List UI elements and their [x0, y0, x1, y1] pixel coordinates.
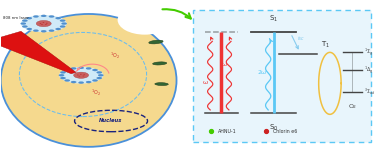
Text: S$_0$: S$_0$: [269, 122, 279, 133]
Ellipse shape: [79, 67, 84, 69]
Ellipse shape: [45, 24, 47, 25]
Text: $^1$O$_2$: $^1$O$_2$: [91, 88, 101, 98]
Text: Nucleus: Nucleus: [99, 118, 123, 124]
Text: $^1\Sigma_g$: $^1\Sigma_g$: [364, 46, 373, 58]
Text: $^3\Sigma_{ad}$: $^3\Sigma_{ad}$: [364, 87, 375, 97]
Text: Chlorin e6: Chlorin e6: [273, 129, 297, 134]
Ellipse shape: [59, 74, 64, 76]
Ellipse shape: [98, 74, 104, 76]
Ellipse shape: [71, 67, 76, 69]
Ellipse shape: [22, 20, 28, 22]
Text: $^1$O$_2$: $^1$O$_2$: [110, 51, 120, 61]
Ellipse shape: [65, 69, 70, 71]
Ellipse shape: [41, 24, 43, 25]
Ellipse shape: [92, 79, 98, 82]
Ellipse shape: [21, 15, 67, 32]
Ellipse shape: [86, 67, 91, 69]
Text: O$_2$: O$_2$: [348, 102, 357, 111]
FancyBboxPatch shape: [194, 10, 371, 142]
Text: isc: isc: [298, 36, 305, 41]
Text: ω: ω: [203, 80, 208, 84]
Ellipse shape: [62, 22, 67, 25]
Text: $^1\Delta_g$: $^1\Delta_g$: [364, 64, 373, 76]
Ellipse shape: [92, 69, 98, 71]
Ellipse shape: [153, 62, 167, 65]
Polygon shape: [0, 31, 76, 74]
Ellipse shape: [40, 23, 41, 24]
Ellipse shape: [49, 30, 54, 32]
Ellipse shape: [49, 15, 54, 18]
Ellipse shape: [97, 77, 102, 79]
Text: T$_1$: T$_1$: [321, 40, 330, 50]
Ellipse shape: [36, 20, 51, 27]
Ellipse shape: [84, 74, 85, 75]
Ellipse shape: [46, 23, 48, 24]
Ellipse shape: [74, 72, 88, 78]
Ellipse shape: [56, 28, 61, 30]
Ellipse shape: [130, 2, 178, 29]
Ellipse shape: [86, 81, 91, 83]
Ellipse shape: [60, 77, 66, 79]
Ellipse shape: [60, 25, 65, 28]
Ellipse shape: [149, 40, 163, 44]
Ellipse shape: [41, 30, 46, 32]
Ellipse shape: [155, 83, 168, 86]
Ellipse shape: [118, 5, 172, 35]
Ellipse shape: [22, 25, 28, 28]
Ellipse shape: [41, 15, 46, 17]
Text: ω: ω: [222, 62, 227, 67]
Ellipse shape: [21, 22, 26, 25]
Ellipse shape: [71, 81, 76, 83]
Ellipse shape: [97, 71, 102, 73]
Ellipse shape: [26, 17, 32, 19]
Ellipse shape: [60, 71, 66, 73]
Ellipse shape: [26, 28, 32, 30]
Ellipse shape: [33, 15, 39, 18]
Ellipse shape: [79, 82, 84, 84]
Ellipse shape: [56, 17, 61, 19]
Text: S$_1$: S$_1$: [269, 14, 278, 24]
Ellipse shape: [60, 20, 65, 22]
Ellipse shape: [43, 22, 44, 23]
Ellipse shape: [59, 67, 103, 84]
Ellipse shape: [65, 79, 70, 82]
Text: 2ω: 2ω: [257, 70, 266, 75]
Ellipse shape: [1, 14, 177, 147]
Text: AHNU-1: AHNU-1: [218, 129, 237, 134]
Ellipse shape: [33, 30, 39, 32]
Text: 808 nm laser: 808 nm laser: [3, 16, 28, 20]
